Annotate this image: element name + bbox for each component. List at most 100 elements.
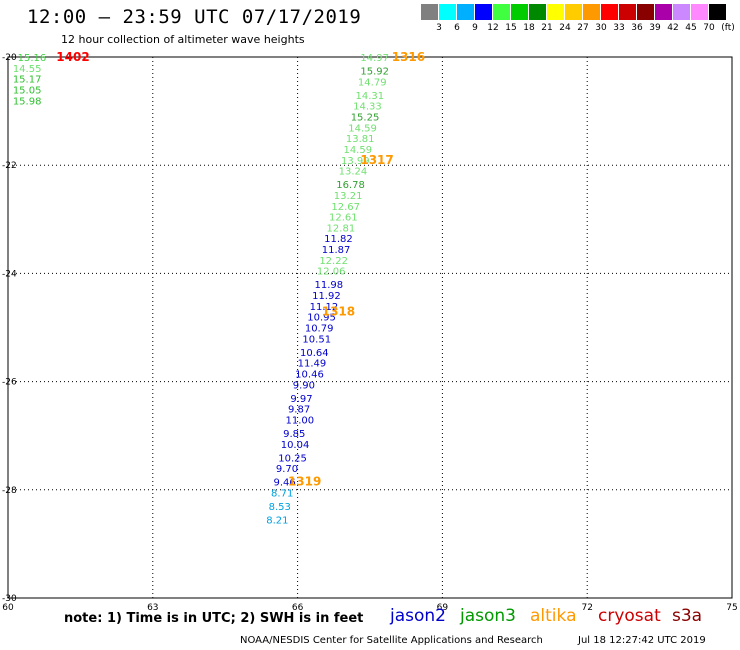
lon-tick-label: 60 (2, 603, 14, 613)
scale-swatch (691, 4, 708, 20)
wave-height-label: 14.79 (358, 77, 387, 88)
lat-tick-label: -26 (2, 378, 17, 388)
satellite-legend-item: jason3 (460, 606, 516, 626)
wave-height-label: 11.49 (298, 359, 327, 370)
scale-swatch (655, 4, 672, 20)
satellite-legend-item: cryosat (598, 606, 661, 626)
lat-tick-label: -20 (2, 53, 17, 63)
scale-swatch (475, 4, 492, 20)
scale-label: 6 (454, 23, 460, 33)
wave-height-label: 16.78 (336, 180, 365, 191)
scale-swatch (565, 4, 582, 20)
credit-text: NOAA/NESDIS Center for Satellite Applica… (240, 635, 543, 646)
wave-height-label: 11.82 (324, 234, 353, 245)
lon-tick-label: 66 (292, 603, 304, 613)
wave-height-label: 12.67 (331, 202, 360, 213)
pass-time-label: 1317 (360, 153, 393, 167)
scale-label: 12 (487, 23, 499, 33)
scale-swatch (529, 4, 546, 20)
scale-label: 30 (595, 23, 607, 33)
wave-height-label: 13.99 (341, 156, 370, 167)
satellite-legend-item: jason2 (390, 606, 446, 626)
scale-label: 27 (577, 23, 589, 33)
timestamp-text: Jul 18 12:27:42 UTC 2019 (578, 635, 706, 646)
pass-time-label: 1319 (288, 475, 321, 489)
pass-time-label: 1318 (322, 304, 355, 318)
scale-swatch (601, 4, 618, 20)
scale-swatch (511, 4, 528, 20)
wave-height-label: 10.64 (300, 348, 329, 359)
wave-height-label: 12.61 (329, 213, 358, 224)
wave-height-label: 13.24 (339, 167, 368, 178)
wave-height-label: 14.97 (360, 53, 389, 64)
wave-height-label: 15.25 (351, 113, 380, 124)
wave-height-label: 12.81 (327, 223, 356, 234)
wave-height-label: 15.17 (13, 75, 42, 86)
wave-height-label: 11.12 (310, 302, 339, 313)
scale-swatch (421, 4, 438, 20)
scale-label: 24 (559, 23, 571, 33)
scale-label: 9 (472, 23, 478, 33)
scale-swatch (619, 4, 636, 20)
wave-height-label: 10.95 (307, 313, 336, 324)
scale-swatch (583, 4, 600, 20)
wave-height-label: 9.87 (288, 405, 310, 416)
scale-unit: (ft) (721, 23, 735, 33)
scale-label: 15 (505, 23, 517, 33)
scale-label: 39 (649, 23, 661, 33)
pass-time-label: 1402 (56, 50, 89, 64)
wave-height-label: 15.92 (360, 67, 389, 78)
wave-height-label: 12.06 (317, 267, 346, 278)
lon-tick-label: 69 (437, 603, 449, 613)
page-title: 12:00 – 23:59 UTC 07/17/2019 (27, 6, 362, 28)
lon-tick-label: 75 (726, 603, 737, 613)
page-subtitle: 12 hour collection of altimeter wave hei… (61, 33, 305, 46)
lat-tick-label: -30 (2, 594, 17, 604)
scale-swatch (493, 4, 510, 20)
wave-height-label: 10.46 (295, 369, 324, 380)
scale-swatch (547, 4, 564, 20)
wave-height-label: 9.85 (283, 429, 305, 440)
scale-label: 45 (685, 23, 697, 33)
wave-height-label: 8.21 (266, 516, 288, 527)
lat-tick-label: -28 (2, 486, 17, 496)
satellite-legend-item: s3a (672, 606, 703, 626)
wave-height-label: 11.92 (312, 291, 341, 302)
lon-tick-label: 63 (147, 603, 158, 613)
scale-swatch (673, 4, 690, 20)
wave-height-label: 11.98 (314, 280, 343, 291)
scale-label: 3 (436, 23, 442, 33)
scale-label: 18 (523, 23, 535, 33)
wave-height-label: 14.59 (348, 123, 377, 134)
wave-height-label: 8.71 (271, 489, 293, 500)
wave-height-label: 10.04 (281, 440, 310, 451)
lon-tick-label: 72 (581, 603, 592, 613)
wave-height-label: 15.05 (13, 85, 42, 96)
wave-height-label: 14.55 (13, 64, 42, 75)
scale-label: 21 (541, 23, 553, 33)
wave-height-label: 11.87 (322, 245, 351, 256)
wave-height-label: 14.59 (343, 145, 372, 156)
scale-label: 70 (703, 23, 715, 33)
wave-height-label: 15.16 (18, 53, 47, 64)
lat-tick-label: -22 (2, 161, 17, 171)
wave-height-label: 13.21 (334, 191, 363, 202)
scale-label: 36 (631, 23, 643, 33)
wave-height-label: 9.70 (276, 464, 298, 475)
wave-height-label: 9.97 (290, 394, 312, 405)
scale-swatch (709, 4, 726, 20)
scale-label: 33 (613, 23, 625, 33)
pass-time-label: 1316 (392, 50, 425, 64)
wave-height-label: 15.98 (13, 96, 42, 107)
wave-height-label: 10.79 (305, 324, 334, 335)
wave-height-label: 14.31 (356, 91, 385, 102)
wave-height-label: 8.53 (269, 502, 291, 513)
wave-height-label: 9.90 (293, 380, 315, 391)
wave-height-label: 12.22 (319, 256, 348, 267)
wave-height-label: 11.00 (286, 415, 315, 426)
wave-height-label: 14.33 (353, 102, 382, 113)
wave-height-label: 9.46 (273, 478, 295, 489)
scale-swatch (439, 4, 456, 20)
footnote: note: 1) Time is in UTC; 2) SWH is in fe… (64, 611, 364, 626)
